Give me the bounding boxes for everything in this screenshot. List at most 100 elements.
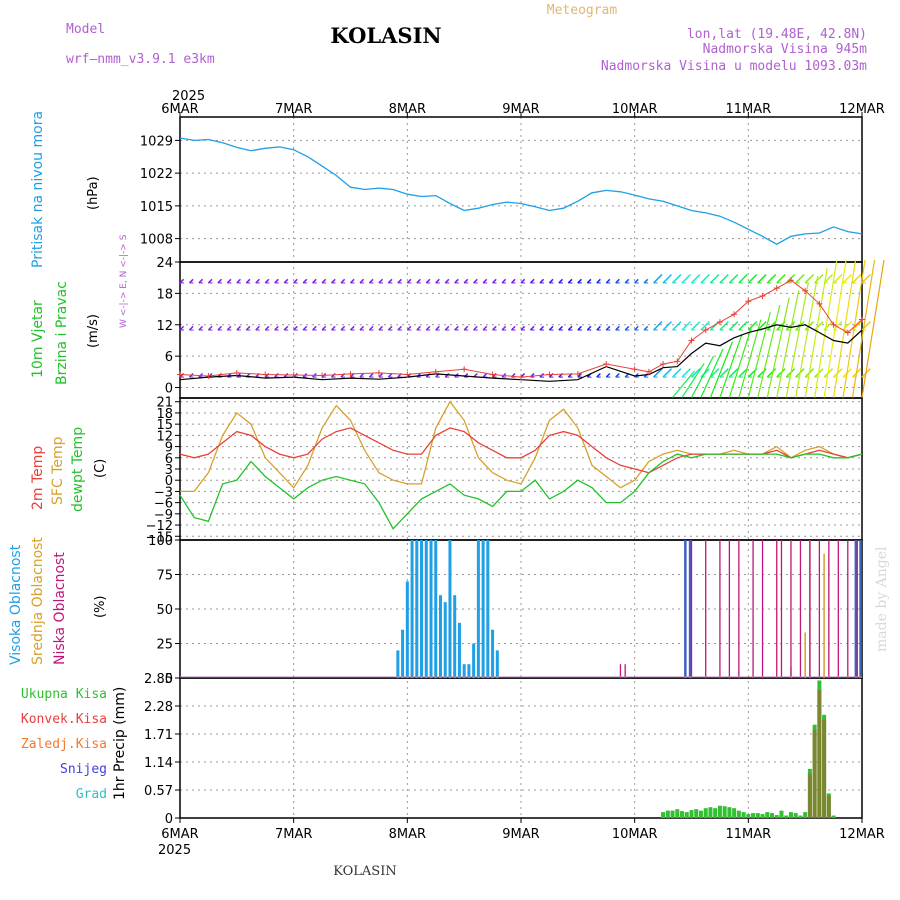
cloud-low-bar <box>799 540 802 678</box>
wind-barb <box>738 273 748 284</box>
wind-barb <box>217 325 223 331</box>
wind-barb <box>672 368 682 378</box>
wind-barb <box>719 273 729 284</box>
wind-barb <box>359 372 365 378</box>
cloud-high-bar <box>415 540 419 678</box>
cloud-high-bar <box>457 622 461 678</box>
wind-barb <box>634 325 639 331</box>
x-tick-label-bottom: 7MAR <box>275 827 312 842</box>
wind-gust-marker <box>631 366 638 373</box>
cloud-high-bar <box>429 540 433 678</box>
wind-barb <box>425 278 431 284</box>
footer-location: KOLASIN <box>333 864 396 879</box>
wind-barb <box>501 325 507 331</box>
cloud-ylabel-2: Srednja Oblacnost <box>30 537 46 665</box>
wind-ylabel-1: 10m Vjetar <box>30 300 46 378</box>
location-title: KOLASIN <box>330 23 441 48</box>
wind-barb <box>501 278 507 284</box>
wind-barb <box>690 368 701 378</box>
precip-total-bar <box>784 815 789 818</box>
cloud-high-bar <box>684 540 687 678</box>
wind-barb <box>567 325 573 331</box>
wind-barb <box>529 325 535 331</box>
wind-barb <box>624 278 630 284</box>
cloud-low-bar <box>705 540 707 678</box>
wind-barb <box>473 278 478 284</box>
wind-barb <box>615 278 620 284</box>
wind-barb <box>264 278 270 284</box>
wind-barb <box>709 321 720 331</box>
wind-gust-marker <box>518 374 524 381</box>
y-tick-label: 3 <box>165 463 173 478</box>
wind-barb <box>198 278 204 284</box>
x-tick-label-bottom: 6MAR <box>161 827 198 842</box>
wind-unit: (m/s) <box>86 314 101 348</box>
precip-total-bar <box>751 813 756 818</box>
y-tick-label: 100 <box>148 534 173 549</box>
wind-barb-long <box>719 334 743 398</box>
wind-barb <box>321 325 327 331</box>
cloud-ylabel-3: Niska Oblacnost <box>52 552 68 665</box>
wind-gust-marker <box>290 371 297 378</box>
temp-ylabel-1: 2m Temp <box>30 446 46 510</box>
wind-gust-marker <box>716 319 723 326</box>
wind-gust-marker <box>816 300 823 307</box>
wind-barb <box>245 278 251 284</box>
wind-gust-marker <box>660 361 667 367</box>
cloud-high-bar <box>476 540 480 678</box>
y-tick-label: −3 <box>154 485 173 500</box>
y-tick-label: 1015 <box>140 200 173 215</box>
wind-barb-long <box>804 268 828 398</box>
y-tick-label: 12 <box>156 429 173 444</box>
wind-gust-marker <box>844 329 851 336</box>
dewpoint-line <box>179 453 863 530</box>
wind-barb <box>425 325 431 331</box>
cloud-high-bar <box>491 629 495 678</box>
cloud-low-bar <box>719 540 721 678</box>
wind-barb <box>378 278 384 284</box>
wind-barb <box>681 273 691 284</box>
y-tick-label: 1008 <box>140 233 173 248</box>
wind-barb <box>264 325 270 331</box>
y-tick-label: 50 <box>156 603 173 618</box>
wind-barb <box>539 325 545 331</box>
wind-gust-marker <box>546 371 553 378</box>
wind-barb <box>776 273 786 284</box>
wind-barb <box>255 278 260 284</box>
wind-barb <box>757 321 767 331</box>
wind-barb <box>804 321 815 331</box>
precip-total-bar <box>703 808 708 818</box>
cloud-high-bar <box>467 664 471 678</box>
wind-barb <box>747 273 758 284</box>
x-tick-label-top: 10MAR <box>612 102 658 117</box>
wind-barb <box>293 278 298 284</box>
wind-barb <box>577 372 582 378</box>
wind-barb <box>378 372 384 378</box>
wind-barb <box>510 278 516 284</box>
wind-barb-long <box>747 312 771 398</box>
wind-barb <box>766 273 777 284</box>
wind-barb <box>605 325 611 331</box>
wind-gust-marker <box>603 361 610 367</box>
wind-barb <box>331 325 336 331</box>
cloud-low-bar <box>690 540 693 678</box>
cloud-high-bar <box>410 540 414 678</box>
wind-barb <box>349 278 355 284</box>
pressure-line <box>179 137 863 245</box>
wind-barb-long <box>738 319 762 398</box>
wind-barb <box>814 273 824 284</box>
wind-barb <box>672 273 682 284</box>
wind-gust-marker <box>177 371 183 378</box>
wind-barb <box>397 278 402 284</box>
precip-conv-bar <box>812 729 817 818</box>
cloud-high-bar <box>472 643 476 678</box>
wind-barb <box>207 325 213 331</box>
wind-barb <box>662 321 673 331</box>
cloud-high-bar <box>481 540 485 678</box>
y-tick-label: 1.71 <box>144 728 173 743</box>
precip-total-bar <box>665 810 670 818</box>
wind-gust-marker <box>489 371 496 378</box>
wind-barb <box>463 325 469 331</box>
x-tick-label-bottom: 9MAR <box>502 827 539 842</box>
